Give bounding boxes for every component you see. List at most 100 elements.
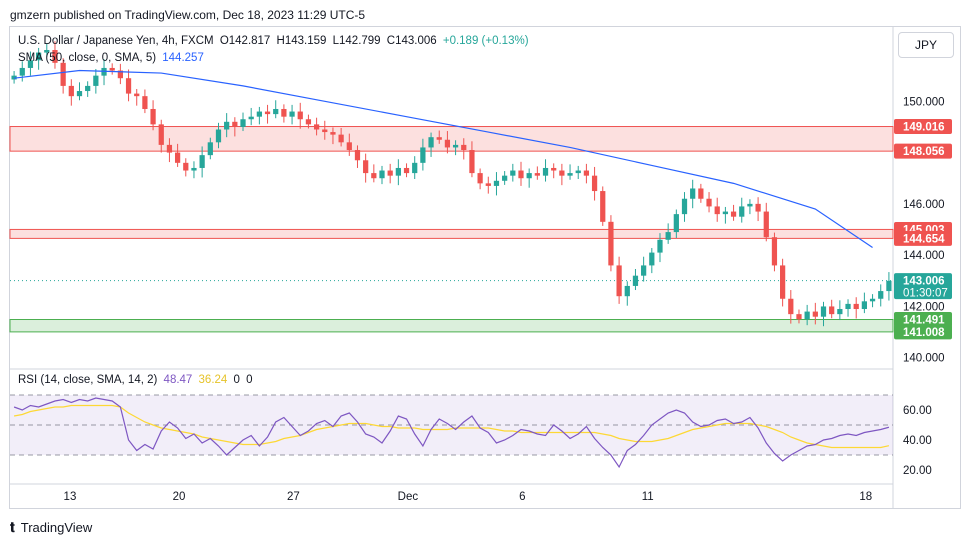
candle-body (575, 170, 581, 174)
candle-body (853, 303, 859, 310)
candle-body (624, 285, 630, 297)
price-tick: 140.000 (903, 353, 945, 365)
candle-body (551, 167, 557, 171)
candle-body (412, 162, 418, 174)
rsi-label: RSI (14, close, SMA, 14, 2) (18, 374, 158, 386)
candle-body (583, 170, 590, 176)
candle-body (444, 139, 451, 148)
candle-body (428, 137, 434, 148)
candle-body (608, 221, 614, 266)
candle-body (85, 85, 91, 92)
candle-body (747, 203, 753, 207)
candle-body (510, 170, 516, 176)
candle-body (559, 170, 565, 176)
candle-body (60, 62, 66, 86)
candle-body (698, 188, 704, 199)
candle-body (526, 173, 532, 179)
candle-body (567, 173, 573, 176)
candle-body (387, 170, 393, 176)
candle-body (305, 119, 312, 125)
currency-button[interactable]: JPY (898, 32, 954, 58)
candle-body (93, 75, 99, 86)
candle-body (436, 137, 442, 140)
candle-body (591, 175, 598, 192)
candle-body (771, 237, 778, 266)
candle-body (281, 108, 287, 117)
price-label: 141.491 (903, 315, 945, 327)
candle-body (542, 167, 549, 176)
price-label: 149.016 (903, 122, 945, 134)
candle-body (755, 203, 761, 212)
countdown-label: 01:30:07 (903, 288, 948, 300)
footer-brand: 𝐭 TradingView (10, 519, 92, 536)
candle-body (714, 206, 720, 215)
candle-body (616, 265, 622, 297)
rsi-sma-value: 36.24 (198, 374, 228, 386)
price-label-box (894, 324, 952, 340)
candle-body (657, 239, 663, 253)
price-label-box (894, 119, 952, 135)
price-label: 144.654 (903, 233, 945, 245)
candle-body (665, 232, 671, 240)
candle-body (183, 162, 189, 171)
candle-body (780, 265, 786, 299)
candle-body (681, 198, 688, 215)
rsi-tick: 60.00 (903, 405, 932, 417)
rsi-zero-2: 0 (246, 374, 253, 386)
open-value: O142.817 (219, 35, 271, 47)
close-value: C143.006 (386, 35, 437, 47)
time-tick: Dec (398, 491, 419, 503)
candle-body (158, 124, 164, 145)
rsi-legend: RSI (14, close, SMA, 14, 2) 48.47 36.24 … (18, 374, 256, 386)
candle-body (44, 50, 50, 53)
time-tick: 20 (173, 491, 186, 503)
candle-body (134, 93, 140, 97)
candle-body (27, 60, 34, 68)
candle-body (232, 121, 238, 127)
price-label: 148.056 (903, 146, 945, 158)
zone-support-2 (9, 319, 894, 333)
candle-body (313, 124, 320, 130)
candle-body (191, 167, 197, 171)
time-tick: 6 (519, 491, 525, 503)
candle-body (330, 132, 336, 135)
candle-body (68, 85, 74, 97)
price-label: 143.006 (903, 276, 945, 288)
high-value: H143.159 (276, 35, 327, 47)
candle-body (76, 91, 83, 97)
candle-body (150, 108, 156, 125)
rsi-tick: 40.00 (903, 435, 932, 447)
candle-body (493, 180, 500, 186)
rsi-value: 48.47 (163, 374, 193, 386)
candle-body (403, 167, 410, 174)
candle-body (420, 147, 426, 163)
candle-body (363, 160, 369, 174)
rsi-tick: 20.00 (903, 465, 932, 477)
zone-resistance-1 (9, 228, 894, 239)
sma-label: SMA (50, close, 0, SMA, 5) (18, 52, 157, 64)
candle-body (518, 170, 524, 179)
candle-body (174, 152, 181, 163)
candle-body (142, 96, 148, 109)
candle-body (109, 67, 115, 71)
candle-body (477, 173, 483, 184)
candle-body (273, 108, 279, 115)
brand-name: TradingView (20, 520, 93, 535)
candle-body (869, 298, 876, 302)
symbol-legend: U.S. Dollar / Japanese Yen, 4h, FXCM O14… (18, 35, 532, 47)
price-tick: 144.000 (903, 250, 945, 262)
candle-body (804, 311, 810, 320)
candle-body (534, 173, 540, 176)
price-label-box (894, 230, 952, 246)
candle-body (19, 67, 25, 76)
candle-body (11, 75, 17, 80)
candle-body (812, 311, 818, 317)
price-label-box (894, 143, 952, 159)
candle-body (289, 111, 295, 117)
candle-body (215, 129, 222, 143)
candle-body (52, 50, 58, 63)
rsi-sma-line (13, 404, 890, 449)
candle-body (649, 252, 655, 266)
candle-body (354, 150, 361, 161)
